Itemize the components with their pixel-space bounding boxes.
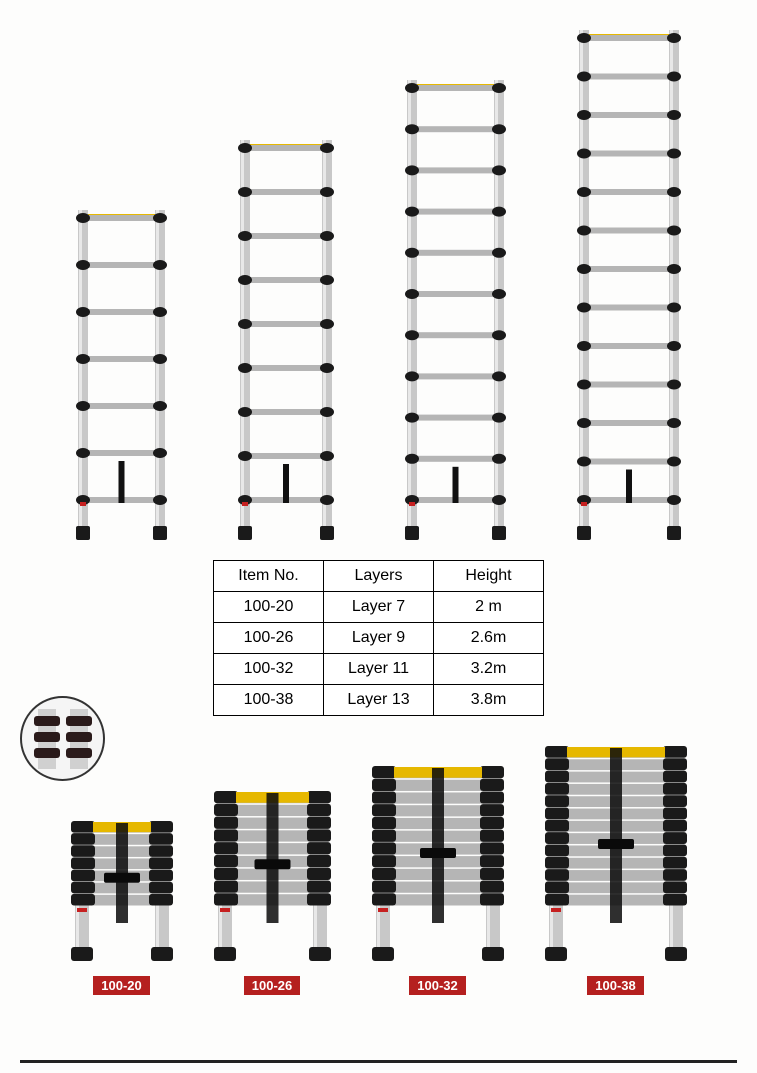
extended-ladder	[403, 80, 508, 540]
footer-divider	[20, 1060, 737, 1063]
table-cell: Layer 11	[324, 654, 434, 685]
col-item-no: Item No.	[214, 561, 324, 592]
table-row: 100-20Layer 72 m	[214, 592, 544, 623]
item-label: 100-20	[93, 976, 149, 995]
table-cell: 3.8m	[434, 685, 544, 716]
table-row: 100-32Layer 113.2m	[214, 654, 544, 685]
table-row: 100-26Layer 92.6m	[214, 623, 544, 654]
extended-ladder	[236, 140, 336, 540]
collapsed-ladder-item: 100-26	[210, 791, 335, 995]
collapsed-ladder	[541, 746, 691, 961]
collapsed-ladder	[368, 766, 508, 961]
spec-table: Item No. Layers Height 100-20Layer 72 m1…	[213, 560, 544, 716]
table-cell: 2.6m	[434, 623, 544, 654]
table-cell: Layer 7	[324, 592, 434, 623]
table-row: 100-38Layer 133.8m	[214, 685, 544, 716]
collapsed-ladder-item: 100-32	[368, 766, 508, 995]
collapsed-ladder-item: 100-20	[67, 821, 177, 995]
table-cell: 2 m	[434, 592, 544, 623]
extended-ladders-row	[20, 20, 737, 540]
table-cell: 3.2m	[434, 654, 544, 685]
extended-ladder	[74, 210, 169, 540]
table-cell: 100-26	[214, 623, 324, 654]
table-cell: 100-20	[214, 592, 324, 623]
extended-ladder	[575, 30, 683, 540]
joint-detail-inset	[20, 696, 105, 781]
item-label: 100-32	[409, 976, 465, 995]
table-cell: 100-32	[214, 654, 324, 685]
table-cell: 100-38	[214, 685, 324, 716]
collapsed-ladder-item: 100-38	[541, 746, 691, 995]
collapsed-ladders-row: 100-20 100-26 100-32 100-38	[20, 746, 737, 995]
collapsed-ladder	[210, 791, 335, 961]
collapsed-ladder	[67, 821, 177, 961]
col-layers: Layers	[324, 561, 434, 592]
table-cell: Layer 13	[324, 685, 434, 716]
item-label: 100-26	[244, 976, 300, 995]
table-header-row: Item No. Layers Height	[214, 561, 544, 592]
item-label: 100-38	[587, 976, 643, 995]
col-height: Height	[434, 561, 544, 592]
table-cell: Layer 9	[324, 623, 434, 654]
